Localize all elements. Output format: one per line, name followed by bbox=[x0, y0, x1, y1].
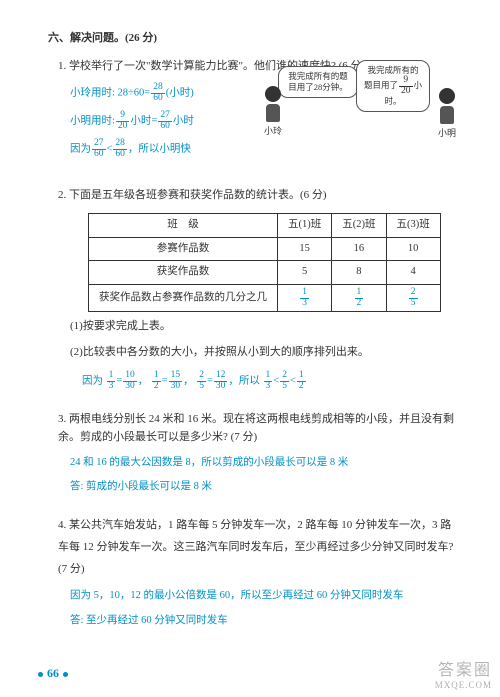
problem-3-text: 3. 两根电线分别长 24 米和 16 米。现在将这两根电线剪成相等的小段，并且… bbox=[48, 411, 460, 446]
watermark-top: 答案圈 bbox=[435, 661, 492, 680]
problem-4-text: 4. 某公共汽车始发站，1 路车每 5 分钟发车一次，2 路车每 10 分钟发车… bbox=[48, 514, 460, 580]
cell-frac: 13 bbox=[278, 285, 332, 312]
section-title: 六、解决问题。(26 分) bbox=[48, 30, 460, 48]
table-row: 获奖作品数占参赛作品数的几分之几 13 12 25 bbox=[89, 285, 441, 312]
cell: 4 bbox=[386, 261, 440, 285]
cell: 获奖作品数占参赛作品数的几分之几 bbox=[89, 285, 278, 312]
table-row: 班 级 五(1)班 五(2)班 五(3)班 bbox=[89, 213, 441, 237]
cell: 8 bbox=[332, 261, 386, 285]
table-row: 参赛作品数 15 16 10 bbox=[89, 237, 441, 261]
watermark: 答案圈 MXQE.COM bbox=[435, 661, 492, 691]
bubble1-line2: 目用了28分钟。 bbox=[288, 82, 348, 92]
q4-answer-1: 因为 5，10，12 的最小公倍数是 60，所以至少再经过 60 分钟又同时发车 bbox=[70, 588, 460, 605]
speech-bubble-1: 我完成所有的题 目用了28分钟。 bbox=[278, 66, 358, 98]
bubble2-frac: 920 bbox=[399, 76, 413, 96]
problem-3: 3. 两根电线分别长 24 米和 16 米。现在将这两根电线剪成相等的小段，并且… bbox=[48, 411, 460, 496]
cell: 16 bbox=[332, 237, 386, 261]
q1-frac-1: 2860 bbox=[151, 83, 165, 103]
cell: 10 bbox=[386, 237, 440, 261]
cell-frac: 12 bbox=[332, 285, 386, 312]
watermark-bottom: MXQE.COM bbox=[435, 680, 492, 691]
q3-answer-1: 24 和 16 的最大公因数是 8，所以剪成的小段最长可以是 8 米 bbox=[70, 455, 460, 472]
cell: 5 bbox=[278, 261, 332, 285]
bubble2-line1: 我完成所有的 bbox=[367, 65, 418, 75]
dot-icon bbox=[38, 672, 43, 677]
cell-header-class: 班 级 bbox=[89, 213, 278, 237]
cell-header-c2: 五(2)班 bbox=[332, 213, 386, 237]
table-row: 获奖作品数 5 8 4 bbox=[89, 261, 441, 285]
speech-bubble-2: 我完成所有的 题目用了920小时。 bbox=[356, 60, 430, 112]
q4-answer-2: 答: 至少再经过 60 分钟又同时发车 bbox=[70, 613, 460, 630]
problem-2-text: 2. 下面是五年级各班参赛和获奖作品数的统计表。(6 分) bbox=[48, 187, 460, 205]
dot-icon bbox=[63, 672, 68, 677]
q2-answer: 因为 13=1030， 12=1530， 25=1230，所以 13<25<12 bbox=[82, 371, 460, 391]
person-2-icon: 小明 bbox=[434, 88, 460, 128]
cell: 参赛作品数 bbox=[89, 237, 278, 261]
cell-header-c3: 五(3)班 bbox=[386, 213, 440, 237]
q1-frac-3b: 2860 bbox=[113, 139, 127, 159]
person-1-label: 小玲 bbox=[260, 124, 286, 138]
bubble1-line1: 我完成所有的题 bbox=[288, 71, 348, 81]
problem-2: 2. 下面是五年级各班参赛和获奖作品数的统计表。(6 分) 班 级 五(1)班 … bbox=[48, 187, 460, 391]
q1-frac-3a: 2760 bbox=[92, 139, 106, 159]
q2-sub2: (2)比较表中各分数的大小，并按照从小到大的顺序排列出来。 bbox=[70, 344, 460, 362]
cell-frac: 25 bbox=[386, 285, 440, 312]
q1-answer-line-3: 因为2760<2860，所以小明快 bbox=[70, 139, 460, 159]
q3-answer-2: 答: 剪成的小段最长可以是 8 米 bbox=[70, 479, 460, 496]
statistics-table: 班 级 五(1)班 五(2)班 五(3)班 参赛作品数 15 16 10 获奖作… bbox=[88, 213, 441, 312]
cell: 15 bbox=[278, 237, 332, 261]
q2-sub1: (1)按要求完成上表。 bbox=[70, 318, 460, 336]
problem-1-illustration: 我完成所有的题 目用了28分钟。 小玲 我完成所有的 题目用了920小时。 小明 bbox=[260, 66, 460, 136]
q1-frac-2a: 920 bbox=[116, 111, 130, 131]
problem-4: 4. 某公共汽车始发站，1 路车每 5 分钟发车一次，2 路车每 10 分钟发车… bbox=[48, 514, 460, 630]
bubble2-line2-pre: 题目用了 bbox=[364, 80, 398, 90]
cell: 获奖作品数 bbox=[89, 261, 278, 285]
person-1-icon: 小玲 bbox=[260, 86, 286, 126]
person-2-label: 小明 bbox=[434, 126, 460, 140]
problem-1: 1. 学校举行了一次"数学计算能力比赛"。他们谁的速度快? (6 分) 我完成所… bbox=[48, 58, 460, 160]
q1-frac-2b: 2760 bbox=[158, 111, 172, 131]
cell-header-c1: 五(1)班 bbox=[278, 213, 332, 237]
page-number: 66 bbox=[38, 664, 68, 683]
